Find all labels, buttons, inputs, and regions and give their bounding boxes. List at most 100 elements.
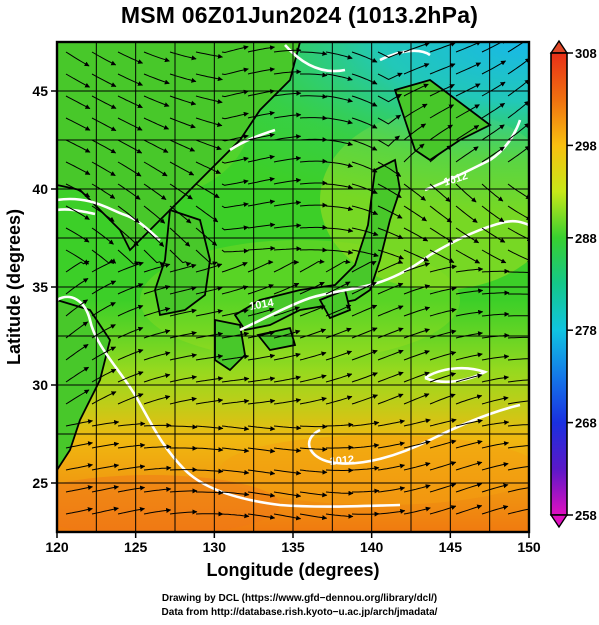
- streamline: [507, 465, 529, 471]
- streamline: [221, 67, 249, 76]
- streamline: [325, 183, 354, 190]
- streamline: [221, 376, 250, 383]
- streamline: [377, 93, 402, 103]
- streamline: [325, 373, 353, 383]
- streamline: [455, 418, 483, 427]
- streamline: [325, 117, 353, 125]
- streamline: [326, 445, 354, 451]
- streamline: [403, 418, 431, 427]
- streamline: [403, 262, 431, 273]
- streamline: [117, 283, 144, 295]
- streamline: [507, 100, 529, 119]
- streamline: [195, 447, 224, 453]
- streamline: [377, 419, 405, 427]
- x-tick-label: 150: [517, 539, 541, 555]
- streamline: [195, 398, 224, 405]
- streamline: [325, 490, 354, 496]
- streamline: [377, 227, 404, 240]
- colorbar-tick-label: 278: [575, 323, 597, 338]
- streamline: [299, 328, 327, 339]
- streamline: [169, 227, 191, 247]
- footer-credit-drawing: Drawing by DCL (https://www.gfd−dennou.o…: [161, 593, 438, 604]
- streamline: [247, 45, 275, 53]
- streamline: [377, 135, 400, 147]
- streamline: [351, 183, 378, 194]
- streamline: [273, 223, 302, 229]
- streamline: [65, 507, 93, 515]
- streamline: [351, 349, 378, 361]
- streamline: [195, 286, 223, 295]
- streamline: [143, 139, 169, 153]
- streamline: [143, 486, 172, 493]
- streamline: [273, 282, 300, 295]
- streamline: [91, 302, 116, 317]
- streamline: [273, 447, 302, 453]
- streamline: [455, 124, 480, 141]
- streamline: [403, 306, 431, 317]
- streamline: [455, 249, 481, 264]
- streamline: [273, 513, 302, 521]
- streamline: [377, 393, 404, 405]
- x-axis-label: Longitude (degrees): [206, 560, 379, 580]
- streamline: [507, 445, 529, 449]
- streamline: [351, 304, 378, 317]
- streamline: [273, 134, 302, 141]
- streamline: [455, 394, 483, 405]
- streamline: [221, 45, 249, 54]
- streamline: [325, 513, 354, 519]
- streamline: [117, 139, 143, 154]
- streamline: [247, 447, 276, 454]
- streamline: [481, 183, 504, 202]
- streamline: [273, 156, 302, 163]
- streamline: [403, 42, 430, 53]
- streamline: [117, 95, 143, 109]
- contour-label: 1014: [248, 297, 275, 313]
- streamline: [507, 336, 529, 339]
- streamline: [247, 353, 276, 361]
- streamline: [507, 508, 529, 515]
- streamline: [377, 161, 402, 177]
- streamline: [403, 349, 430, 361]
- streamline: [429, 63, 456, 75]
- streamline: [143, 351, 171, 361]
- streamline: [247, 110, 275, 119]
- streamline: [325, 422, 354, 428]
- streamline: [143, 73, 170, 85]
- streamline: [143, 444, 172, 450]
- streamline: [455, 439, 483, 449]
- streamline: [455, 266, 484, 273]
- streamline: [429, 264, 457, 273]
- streamline: [455, 205, 478, 223]
- streamline: [247, 469, 276, 476]
- streamline: [403, 205, 427, 222]
- streamline: [299, 491, 328, 498]
- streamline: [117, 304, 144, 317]
- streamline: [65, 343, 89, 361]
- streamline: [65, 117, 91, 131]
- streamline: [377, 72, 403, 81]
- streamline: [195, 263, 223, 273]
- streamline: [429, 393, 456, 405]
- streamline: [195, 354, 224, 361]
- streamline: [247, 491, 276, 498]
- streamline: [481, 42, 507, 53]
- streamline: [195, 73, 223, 82]
- streamline: [481, 268, 510, 274]
- streamline: [273, 69, 302, 75]
- streamline: [169, 396, 197, 405]
- streamline: [403, 484, 431, 493]
- streamline: [299, 115, 328, 121]
- streamline: [481, 441, 509, 449]
- streamline: [429, 329, 457, 339]
- streamline: [273, 329, 301, 339]
- streamline: [325, 259, 351, 273]
- streamline: [351, 372, 378, 383]
- streamline: [117, 442, 146, 449]
- streamline: [247, 132, 275, 141]
- streamline: [221, 513, 250, 519]
- streamline: [169, 95, 197, 106]
- streamline: [117, 161, 142, 177]
- streamline: [455, 62, 482, 75]
- streamline: [221, 308, 249, 317]
